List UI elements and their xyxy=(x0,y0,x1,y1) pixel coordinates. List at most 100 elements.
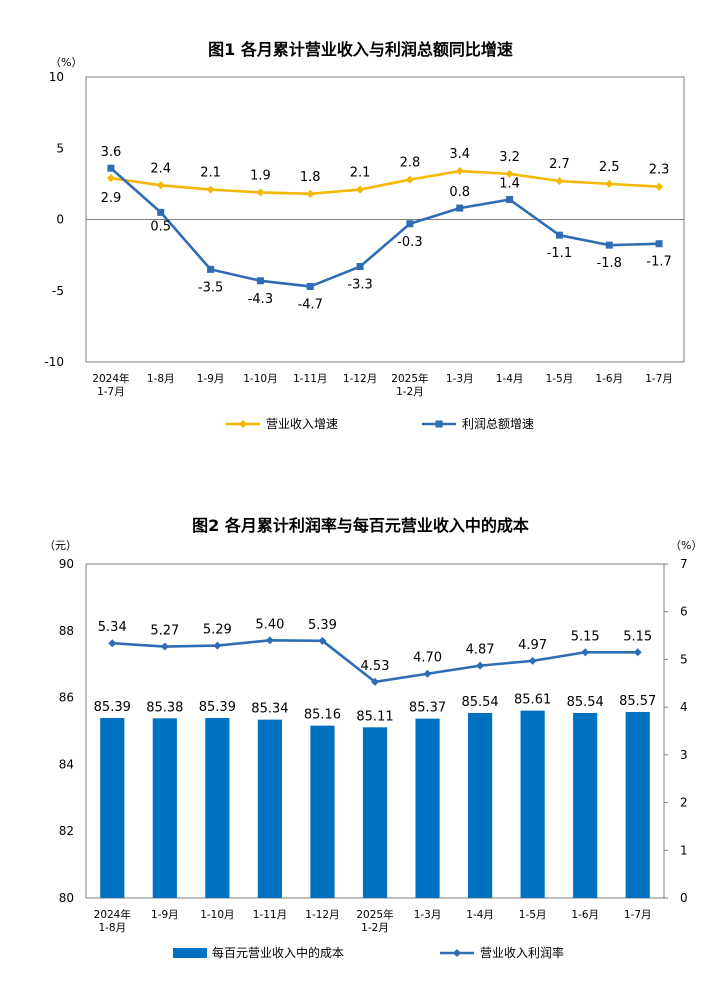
chart1-profit-label: 0.8 xyxy=(449,185,470,200)
chart1-legend-label-0: 营业收入增速 xyxy=(266,417,338,431)
chart2-margin-label: 5.29 xyxy=(203,623,232,638)
chart2-margin-label: 5.39 xyxy=(308,618,337,633)
chart1-x-tick-label: 1-5月 xyxy=(546,373,574,385)
chart2-cost-bar xyxy=(257,719,282,898)
chart2-x-tick-label: 1-11月 xyxy=(253,909,287,921)
chart1-income-label: 2.4 xyxy=(150,161,171,176)
chart1-profit-point xyxy=(456,204,464,212)
chart2-margin-point xyxy=(160,642,169,651)
chart1-profit-point xyxy=(655,240,663,248)
chart1-profit-point xyxy=(356,263,364,271)
chart2-margin-point xyxy=(213,641,222,650)
chart1-x-tick-label: 1-7月 xyxy=(645,373,673,385)
chart2-cost-bar xyxy=(310,725,335,898)
chart1-legend-label-1: 利润总额增速 xyxy=(462,417,534,431)
chart2-legend-line-marker xyxy=(453,949,461,957)
chart1-x-tick-label: 1-12月 xyxy=(343,373,377,385)
chart1-income-label: 2.8 xyxy=(400,156,421,171)
chart1-income-label: 2.5 xyxy=(599,160,620,175)
chart1-x-tick-label: 1-3月 xyxy=(446,373,474,385)
chart1-profit-label: -4.7 xyxy=(298,297,323,312)
chart2-margin-point xyxy=(318,636,327,645)
chart1-x-tick-label: 1-11月 xyxy=(293,373,327,385)
chart2-y-unit-right: （%） xyxy=(670,539,702,552)
chart2-margin-point xyxy=(265,636,274,645)
chart1-profit-point xyxy=(107,164,115,172)
chart1-y-tick-label: 5 xyxy=(56,141,64,155)
chart2-margin-point xyxy=(371,677,379,686)
chart2-margin-label: 5.27 xyxy=(150,624,179,639)
chart2-x-tick-label: 1-7月 xyxy=(624,909,652,921)
chart1-profit-label: -1.7 xyxy=(646,255,671,270)
chart2-cost-bar xyxy=(362,727,388,898)
chart2-cost-label: 85.39 xyxy=(94,700,131,715)
chart2-cost-label: 85.11 xyxy=(356,709,393,724)
chart1-legend-marker xyxy=(239,420,247,428)
chart1-series-line-1 xyxy=(110,167,660,288)
chart1-profit-point xyxy=(256,277,264,285)
chart1-profit-point xyxy=(406,220,414,228)
chart2-cost-label: 85.16 xyxy=(304,708,341,723)
chart1-title: 图1 各月累计营业收入与利润总额同比增速 xyxy=(208,40,513,59)
chart2-margin-label: 4.53 xyxy=(361,659,390,674)
chart1-x-tick-label: 1-4月 xyxy=(496,373,524,385)
chart2-y-tick-label-right: 4 xyxy=(680,700,688,714)
chart1-income-point xyxy=(306,189,315,198)
chart2-legend-bar-label: 每百元营业收入中的成本 xyxy=(212,945,344,960)
chart2-x-tick-label: 1-10月 xyxy=(200,909,234,921)
chart1-income-point xyxy=(405,175,414,184)
chart2-x-tick-label: 1-4月 xyxy=(466,909,494,921)
chart1-series-line-0 xyxy=(110,169,660,196)
chart1-y-tick-label: 0 xyxy=(56,213,64,227)
chart2-y-tick-label-left: 88 xyxy=(59,624,74,638)
chart2-cost-label: 85.54 xyxy=(567,695,604,710)
chart1-x-tick-label: 1-9月 xyxy=(197,373,225,385)
chart2-margin-point xyxy=(108,639,117,648)
chart2-y-tick-label-right: 5 xyxy=(680,652,688,666)
chart2-x-tick-label: 1-5月 xyxy=(519,909,547,921)
chart2-cost-label: 85.57 xyxy=(619,694,656,709)
chart2-y-tick-label-right: 0 xyxy=(680,891,688,905)
chart2-margin-point xyxy=(633,648,642,657)
chart1-y-tick-label: 10 xyxy=(49,70,64,84)
chart2-margin-label: 5.15 xyxy=(623,629,652,644)
chart2-cost-label: 85.61 xyxy=(514,693,551,708)
chart2-y-tick-label-right: 7 xyxy=(680,557,688,571)
chart2-x-tick-label: 1-3月 xyxy=(414,909,442,921)
chart2-y-tick-label-right: 1 xyxy=(680,843,688,857)
chart2-y-tick-label-right: 3 xyxy=(680,748,688,762)
chart2-title: 图2 各月累计利润率与每百元营业收入中的成本 xyxy=(192,516,529,535)
chart1-income-point xyxy=(356,185,365,194)
chart1-x-tick-label: 1-10月 xyxy=(243,373,277,385)
chart2-cost-bar xyxy=(625,711,650,898)
chart1-x-tick-label: 1-6月 xyxy=(595,373,623,385)
chart1-income-label: 3.4 xyxy=(449,147,470,162)
chart1-profit-point xyxy=(306,282,314,290)
chart2-x-tick-label: 1-12月 xyxy=(305,909,339,921)
chart2-margin-point xyxy=(528,656,537,665)
chart2-cost-bar xyxy=(152,718,177,898)
chart1-profit-label: -0.3 xyxy=(397,235,422,250)
chart1-income-label: 2.1 xyxy=(350,166,371,181)
chart2-cost-bar xyxy=(468,712,493,898)
chart2-y-tick-label-left: 86 xyxy=(59,691,74,705)
chart2-margin-label: 5.34 xyxy=(98,620,127,635)
chart1-income-label: 2.3 xyxy=(649,163,670,178)
chart1-income-point xyxy=(605,179,614,188)
chart1-profit-label: 0.5 xyxy=(150,219,171,234)
chart1-y-tick-label: -5 xyxy=(52,284,64,298)
chart2-cost-bar xyxy=(520,710,545,898)
chart1-x-tick-label: 1-8月 xyxy=(147,373,175,385)
chart2-x-tick-label: 1-6月 xyxy=(571,909,599,921)
chart2-y-unit-left: （元） xyxy=(44,539,77,552)
chart2-cost-bar xyxy=(573,712,598,898)
chart2-legend-line-label: 营业收入利润率 xyxy=(480,945,564,960)
chart1-profit-label: -4.3 xyxy=(248,292,273,307)
chart1-income-label: 3.2 xyxy=(499,150,520,165)
chart1-income-label: 2.1 xyxy=(200,166,221,181)
chart1-profit-point xyxy=(605,241,613,249)
chart1-income-label: 1.9 xyxy=(250,168,271,183)
chart2-cost-bar xyxy=(100,717,125,898)
chart1-profit-label: 3.6 xyxy=(101,145,122,160)
chart2-cost-bar xyxy=(205,717,230,898)
